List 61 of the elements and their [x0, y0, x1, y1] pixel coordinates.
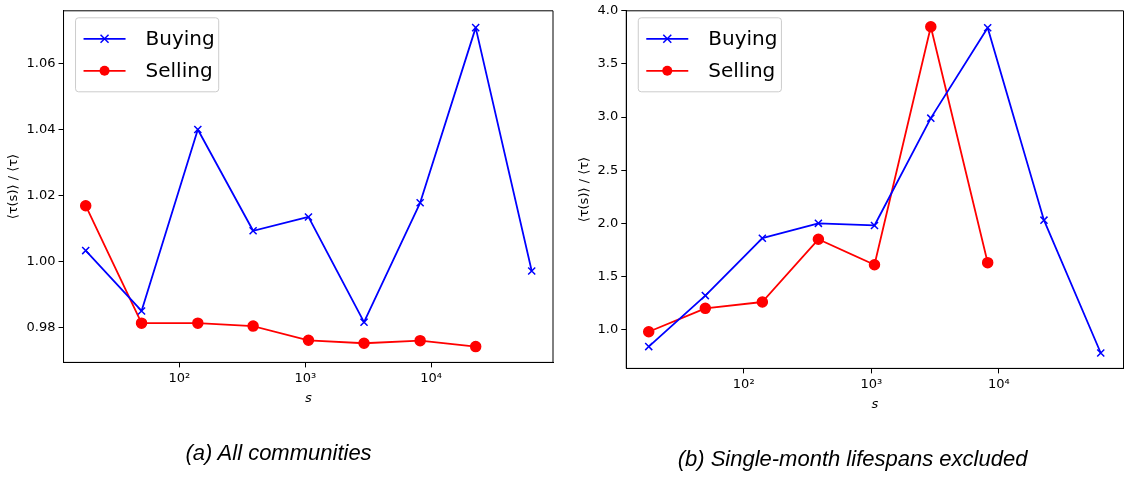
y-tick-label: 1.06 — [26, 54, 56, 70]
point — [1096, 348, 1106, 358]
legend-label: Selling — [145, 58, 213, 82]
point — [758, 233, 767, 243]
point — [304, 212, 313, 222]
point — [527, 266, 536, 276]
point — [814, 219, 823, 228]
legend-label: Selling — [708, 58, 776, 82]
text: (b) Single-month lifespans excluded — [677, 445, 1029, 471]
point — [1039, 215, 1049, 225]
text: (a) All communities — [185, 439, 372, 465]
y-tick-label: 0.98 — [26, 318, 56, 334]
point — [137, 306, 146, 316]
y-tick-label: 1.00 — [26, 252, 56, 268]
y-axis-title: ⟨τ(s)⟩ / ⟨τ⟩ — [576, 156, 592, 223]
point — [248, 226, 258, 236]
point — [812, 233, 825, 246]
point — [469, 340, 482, 353]
point — [701, 291, 710, 300]
y-tick-label: 3.0 — [597, 108, 619, 124]
legend-label: Buying — [145, 26, 215, 50]
y-tick-label: 2.0 — [597, 214, 619, 230]
x-axis-title: s — [871, 396, 879, 412]
point — [135, 317, 148, 329]
point — [471, 23, 480, 32]
point — [302, 334, 315, 347]
x-tick-label: 10² — [168, 369, 191, 385]
point — [756, 296, 769, 308]
y-tick-label: 1.04 — [26, 120, 56, 136]
point — [642, 325, 655, 338]
point — [981, 256, 994, 269]
point — [699, 302, 712, 315]
point — [644, 342, 654, 351]
point — [926, 113, 936, 123]
x-tick-label: 10² — [732, 375, 755, 391]
point — [358, 337, 370, 350]
point — [79, 199, 92, 212]
y-axis-title: ⟨τ(s)⟩ / ⟨τ⟩ — [5, 153, 21, 220]
point — [193, 125, 203, 134]
point — [868, 259, 881, 271]
x-tick-label: 10³ — [294, 369, 317, 385]
point — [192, 317, 204, 329]
x-tick-label: 10⁴ — [987, 375, 1010, 391]
point — [247, 320, 259, 332]
y-tick-label: 1.02 — [26, 186, 56, 202]
point — [81, 246, 90, 255]
point — [359, 317, 369, 327]
point — [415, 198, 425, 208]
y-tick-label: 1.0 — [597, 320, 619, 336]
point — [925, 20, 937, 33]
x-tick-label: 10³ — [860, 375, 883, 391]
point — [983, 23, 992, 33]
x-tick-label: 10⁴ — [420, 369, 442, 385]
y-tick-label: 3.5 — [597, 55, 619, 71]
point — [870, 221, 879, 230]
y-tick-label: 2.5 — [597, 161, 619, 177]
legend-label: Buying — [708, 26, 778, 50]
x-axis-title: s — [304, 390, 312, 406]
y-tick-label: 4.0 — [597, 2, 619, 18]
point — [414, 334, 426, 347]
y-tick-label: 1.5 — [597, 267, 619, 283]
